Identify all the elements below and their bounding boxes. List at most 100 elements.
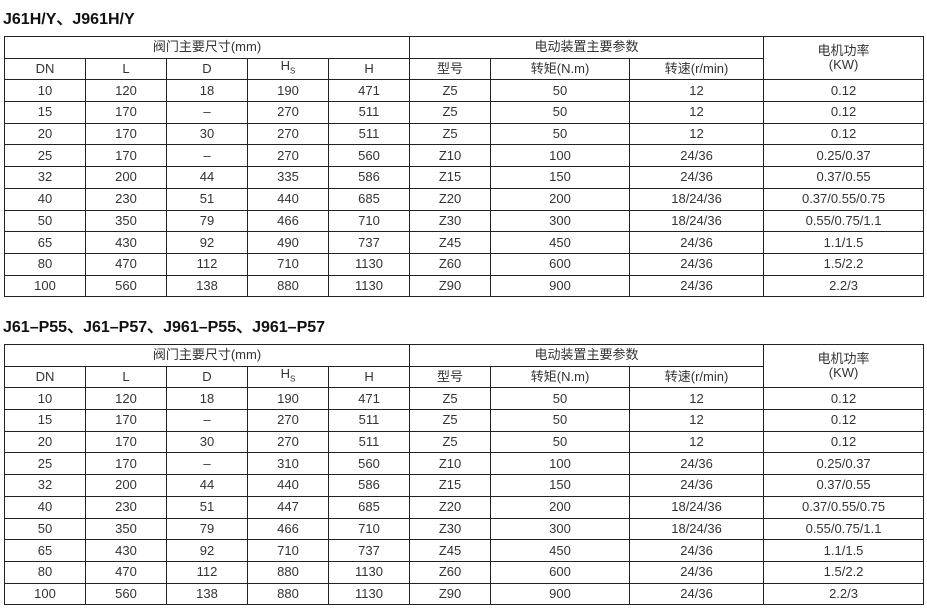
- torque-cell: 50: [490, 79, 631, 103]
- power-header: 电机功率 (KW): [763, 35, 925, 81]
- speed-cell: 24/36: [629, 231, 765, 254]
- d-header: D: [166, 57, 248, 81]
- l-cell: 120: [85, 79, 167, 103]
- speed-cell: 18/24/36: [629, 495, 765, 519]
- power-unit: (KW): [828, 57, 859, 73]
- hs-cell: 490: [247, 231, 329, 254]
- dn-cell: 15: [4, 409, 86, 432]
- torque-cell: 50: [490, 409, 631, 432]
- h-cell: 1130: [327, 560, 411, 584]
- table-title: J61H/Y、J961H/Y: [3, 11, 135, 28]
- d-cell: 79: [166, 209, 248, 233]
- hs-header: HS: [247, 57, 329, 81]
- dn-cell: 25: [4, 452, 86, 476]
- h-cell: 1130: [327, 274, 411, 298]
- h-cell: 511: [327, 122, 411, 146]
- table-row: 80 470 112 880 1130 Z60 600 24/36 1.5/2.2: [4, 560, 925, 584]
- model-cell: Z45: [409, 231, 492, 254]
- model-cell: Z90: [409, 582, 492, 606]
- speed-cell: 24/36: [629, 539, 765, 562]
- table-row: 15 170–270 511 Z5 50 12 0.12: [4, 101, 925, 124]
- dn-cell: 15: [4, 101, 86, 124]
- table-row: 80 470 112 710 1130 Z60 600 24/36 1.5/2.2: [4, 252, 925, 276]
- h-cell: 471: [327, 387, 411, 411]
- l-cell: 200: [85, 166, 167, 189]
- torque-cell: 300: [490, 209, 631, 233]
- power-label: 电机功率: [817, 351, 870, 367]
- l-cell: 560: [85, 274, 167, 298]
- d-cell: 30: [166, 122, 248, 146]
- power-cell: 1.1/1.5: [763, 231, 925, 254]
- l-cell: 350: [85, 209, 167, 233]
- torque-cell: 450: [490, 539, 631, 562]
- l-cell: 120: [85, 387, 167, 411]
- dn-cell: 32: [4, 474, 86, 497]
- power-cell: 1.1/1.5: [763, 539, 925, 562]
- dn-cell: 10: [4, 387, 86, 411]
- hs-cell: 310: [247, 452, 329, 476]
- power-cell: 2.2/3: [763, 274, 925, 298]
- speed-cell: 12: [629, 430, 765, 454]
- torque-cell: 50: [490, 387, 631, 411]
- d-cell: 138: [166, 582, 248, 606]
- power-cell: 0.37/0.55/0.75: [763, 495, 925, 519]
- h-cell: 737: [327, 539, 411, 562]
- dn-cell: 100: [4, 582, 86, 606]
- speed-header: 转速(r/min): [629, 365, 765, 389]
- d-cell: 51: [166, 495, 248, 519]
- table-row: 50 350 79 466 710 Z30 300 18/24/36 0.55/0.75/1.1: [4, 209, 925, 233]
- d-header: D: [166, 365, 248, 389]
- l-cell: 430: [85, 231, 167, 254]
- d-cell: 44: [166, 166, 248, 189]
- table-row: 20 170 30 270 511 Z5 50 12 0.12: [4, 430, 925, 454]
- power-cell: 0.25/0.37: [763, 452, 925, 476]
- h-cell: 511: [327, 101, 411, 124]
- model-cell: Z30: [409, 517, 492, 541]
- table-row: 50 350 79 466 710 Z30 300 18/24/36 0.55/0.75/1.1: [4, 517, 925, 541]
- torque-cell: 600: [490, 252, 631, 276]
- d-cell: 18: [166, 387, 248, 411]
- table-row: 10 120 18 190 471 Z5 50 12 0.12: [4, 387, 925, 411]
- torque-cell: 50: [490, 101, 631, 124]
- d-cell: 112: [166, 252, 248, 276]
- speed-cell: 24/36: [629, 274, 765, 298]
- table-row: 25 170–310 560 Z10 100 24/36 0.25/0.37: [4, 452, 925, 476]
- speed-cell: 24/36: [629, 474, 765, 497]
- table-row: 10 120 18 190 471 Z5 50 12 0.12: [4, 79, 925, 103]
- model-cell: Z10: [409, 144, 492, 168]
- h-cell: 710: [327, 209, 411, 233]
- dn-cell: 10: [4, 79, 86, 103]
- model-cell: Z60: [409, 560, 492, 584]
- table-row: 65 430 92 710 737 Z45 450 24/36 1.1/1.5: [4, 539, 925, 562]
- table-row: 15 170–270 511 Z5 50 12 0.12: [4, 409, 925, 432]
- d-cell: 51: [166, 187, 248, 211]
- h-cell: 737: [327, 231, 411, 254]
- power-cell: 0.37/0.55: [763, 474, 925, 497]
- hs-cell: 710: [247, 252, 329, 276]
- speed-cell: 24/36: [629, 252, 765, 276]
- table-row: 65 430 92 490 737 Z45 450 24/36 1.1/1.5: [4, 231, 925, 254]
- speed-cell: 12: [629, 79, 765, 103]
- table-row: 100 560 138 880 1130 Z90 900 24/36 2.2/3: [4, 274, 925, 298]
- power-header: 电机功率 (KW): [763, 343, 925, 389]
- h-cell: 586: [327, 166, 411, 189]
- l-cell: 200: [85, 474, 167, 497]
- torque-cell: 900: [490, 274, 631, 298]
- model-cell: Z90: [409, 274, 492, 298]
- l-cell: 470: [85, 560, 167, 584]
- l-cell: 560: [85, 582, 167, 606]
- d-cell: 92: [166, 231, 248, 254]
- h-cell: 471: [327, 79, 411, 103]
- l-cell: 170: [85, 144, 167, 168]
- model-cell: Z30: [409, 209, 492, 233]
- table-title: J61–P55、J61–P57、J961–P55、J961–P57: [3, 319, 326, 336]
- hs-subscript: S: [290, 66, 296, 76]
- dn-cell: 65: [4, 231, 86, 254]
- model-cell: Z45: [409, 539, 492, 562]
- model-cell: Z10: [409, 452, 492, 476]
- torque-cell: 900: [490, 582, 631, 606]
- header-row: 阀门主要尺寸(mm) 电动装置主要参数 电机功率 (KW): [3, 35, 925, 81]
- model-header: 型号: [409, 365, 492, 389]
- hs-cell: 880: [247, 560, 329, 584]
- speed-cell: 24/36: [629, 452, 765, 476]
